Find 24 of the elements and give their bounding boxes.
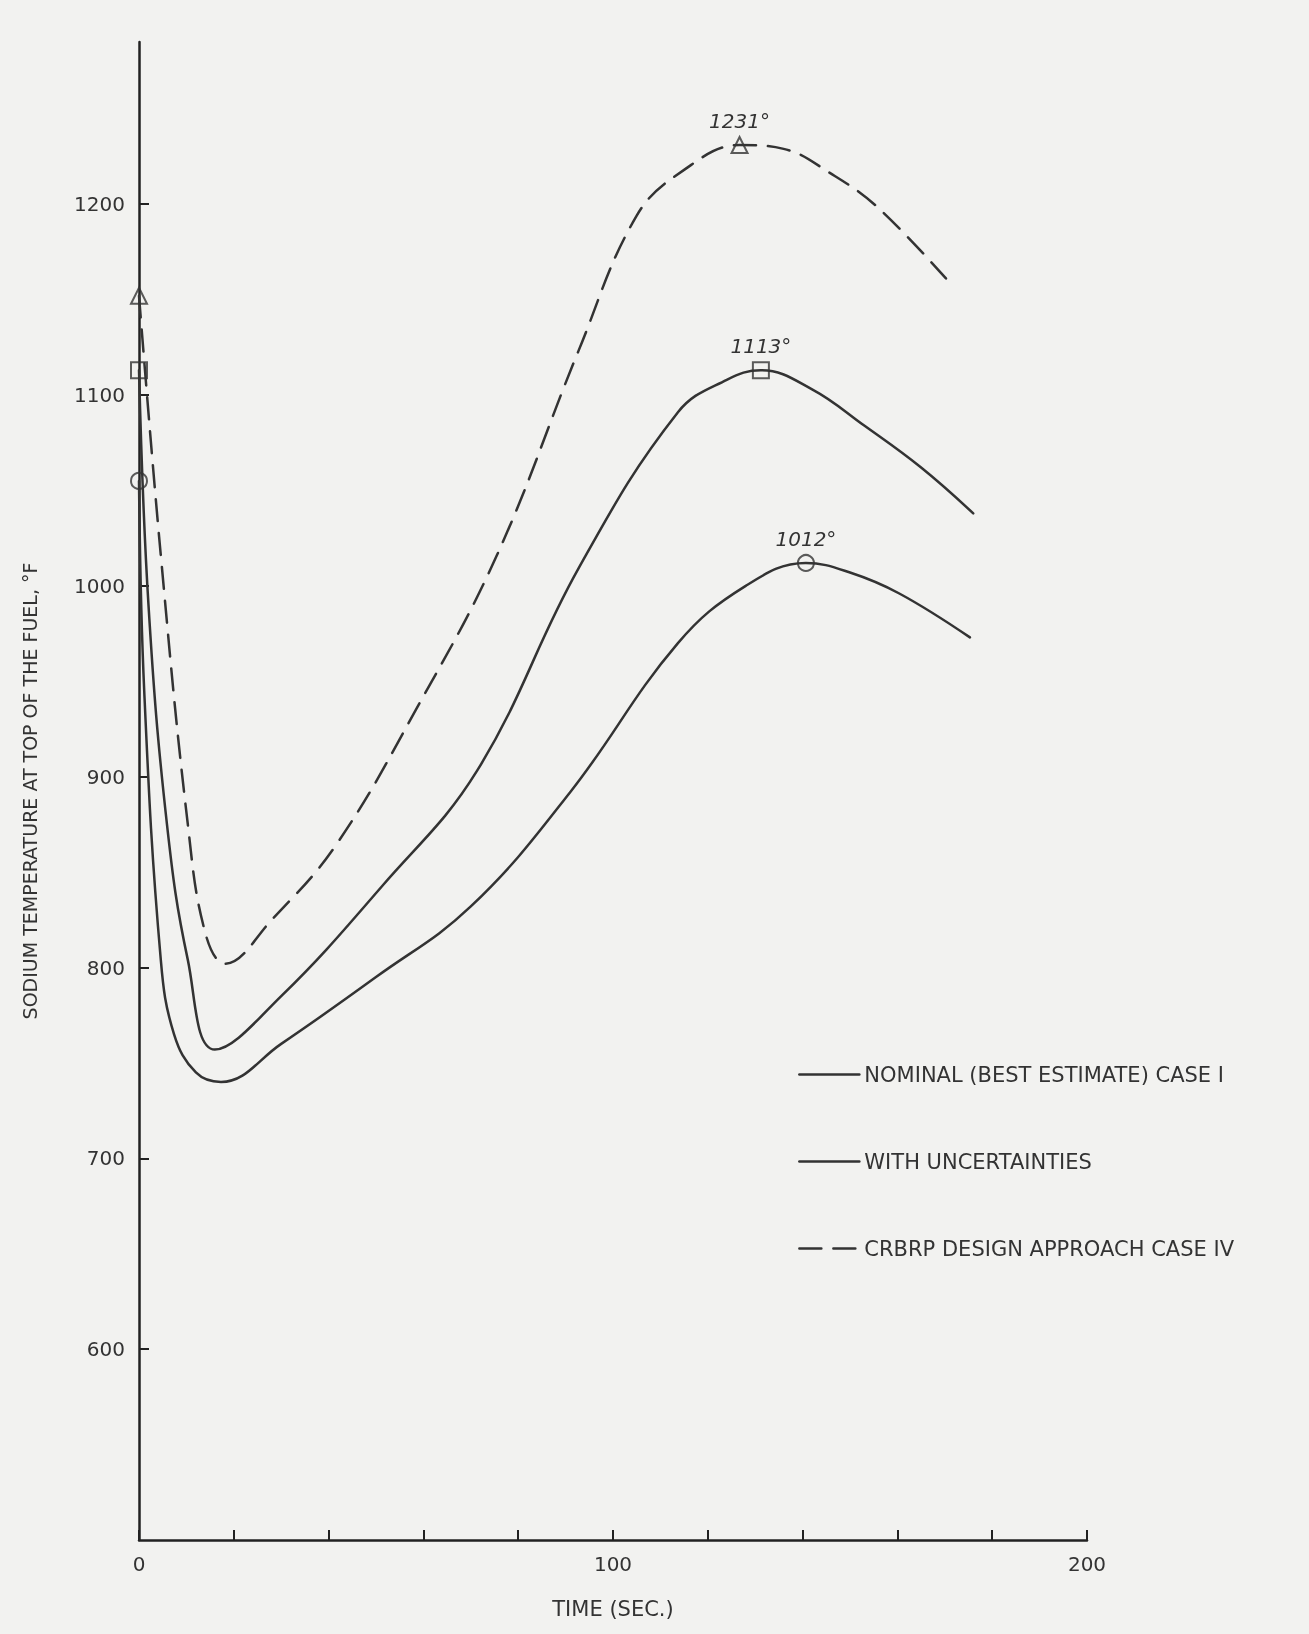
legend-label: WITH UNCERTAINTIES	[864, 1149, 1092, 1174]
point	[130, 361, 148, 380]
y-tick-label: 600	[86, 1337, 125, 1362]
y-tick-label: 700	[86, 1146, 125, 1171]
x-tick-label: 100	[593, 1552, 633, 1576]
y-tick-label: 1000	[74, 573, 125, 598]
annotation: 1113°	[730, 334, 792, 359]
point	[796, 553, 815, 572]
annotation: 1012°	[775, 526, 837, 551]
y-tick-label: 1200	[74, 192, 125, 217]
point	[730, 136, 749, 155]
x-axis-title: TIME (SEC.)	[551, 1596, 674, 1621]
point	[130, 286, 148, 305]
y-tick-label: 800	[86, 955, 125, 980]
y-axis-title: SODIUM TEMPERATURE AT TOP OF THE FUEL, °F	[18, 562, 41, 1020]
point	[130, 471, 148, 490]
y-tick-label: 900	[86, 764, 125, 789]
legend-label: CRBRP DESIGN APPROACH CASE IV	[864, 1236, 1235, 1261]
y-tick-label: 1100	[74, 383, 125, 408]
annotation: 1231°	[709, 109, 771, 134]
point	[751, 361, 770, 380]
x-tick-label: 0	[132, 1552, 146, 1576]
x-tick-label: 200	[1067, 1552, 1107, 1576]
legend-label: NOMINAL (BEST ESTIMATE) CASE I	[864, 1062, 1224, 1087]
